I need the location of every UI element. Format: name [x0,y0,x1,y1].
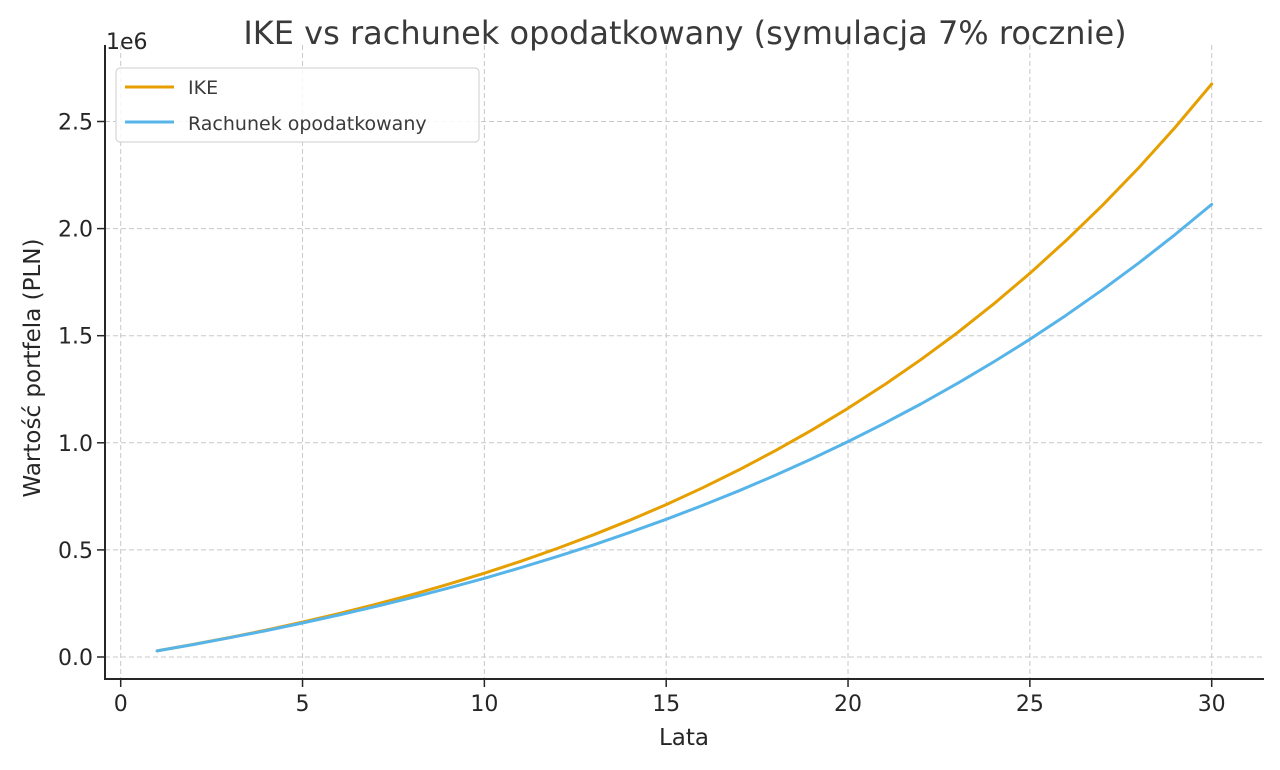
legend-item-ike: IKE [125,77,218,99]
x-tick-label: 5 [296,692,310,717]
chart-title: IKE vs rachunek opodatkowany (symulacja … [243,14,1126,52]
y-axis-ticks: 0.0 0.5 1.0 1.5 2.0 2.5 [58,111,105,671]
series-line-ike [155,82,1214,653]
y-axis-offset-label: 1e6 [106,30,148,55]
x-tick-label: 10 [470,692,498,717]
x-tick-label: 25 [1016,692,1044,717]
y-tick-label: 2.0 [58,218,93,243]
legend-label-ike: IKE [188,77,218,99]
x-tick-label: 15 [652,692,680,717]
x-tick-label: 0 [114,692,128,717]
grid-lines [105,45,1262,679]
y-tick-label: 0.5 [58,539,93,564]
legend: IKE Rachunek opodatkowany [115,67,480,143]
series-lines [155,82,1214,653]
y-tick-label: 1.5 [58,325,93,350]
y-tick-label: 2.5 [58,111,93,136]
legend-box [115,67,480,143]
x-tick-label: 30 [1198,692,1226,717]
axes [104,45,1264,680]
y-tick-label: 0.0 [58,646,93,671]
y-tick-label: 1.0 [58,432,93,457]
x-axis-label: Lata [659,725,709,751]
legend-item-rachunek: Rachunek opodatkowany [125,113,427,135]
x-tick-label: 20 [834,692,862,717]
legend-label-rachunek: Rachunek opodatkowany [188,113,427,135]
series-line-rachunek [155,202,1214,653]
x-axis-ticks: 0 5 10 15 20 25 30 [114,679,1226,717]
y-axis-label: Wartość portfela (PLN) [20,239,46,498]
